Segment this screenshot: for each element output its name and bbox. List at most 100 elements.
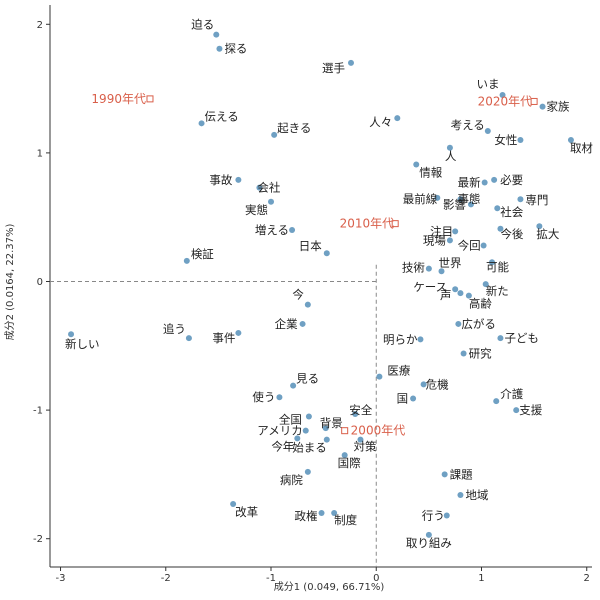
data-point (183, 257, 190, 264)
point-label: 起きる (277, 121, 311, 135)
point-label: 選手 (322, 61, 345, 75)
point-label: 最前線 (403, 192, 438, 206)
point-label: 医療 (387, 364, 410, 378)
data-point (299, 320, 306, 327)
point-label: 政権 (295, 509, 318, 523)
data-point (294, 435, 301, 442)
point-label: 始まる (292, 441, 327, 455)
point-label: 技術 (402, 261, 425, 275)
point-label: 新しい (65, 337, 100, 351)
data-point (494, 205, 501, 212)
data-point (452, 286, 459, 293)
y-tick-label: -1 (33, 406, 43, 417)
data-point (452, 228, 459, 235)
point-label: 専門 (525, 193, 548, 207)
data-point (493, 398, 500, 405)
data-point (331, 509, 338, 516)
y-tick-label: 0 (37, 277, 43, 288)
data-point (322, 425, 329, 432)
data-point (352, 410, 359, 417)
point-label: 伝える (205, 109, 239, 123)
data-point (357, 436, 364, 443)
data-point (235, 176, 242, 183)
data-point (304, 301, 311, 308)
point-label: 人々 (369, 115, 392, 129)
data-point (235, 329, 242, 336)
data-point (198, 120, 205, 127)
point-label: 社会 (500, 205, 523, 219)
point-label: 注目 (430, 224, 453, 238)
supplementary-marker (146, 95, 154, 103)
point-label: 迫る (191, 18, 214, 32)
data-point (517, 196, 524, 203)
data-point (323, 436, 330, 443)
data-point (271, 131, 278, 138)
data-point (484, 128, 491, 135)
point-label: 今 (292, 288, 304, 302)
point-label: アメリカ (257, 424, 302, 438)
point-label: 改革 (235, 505, 258, 519)
point-label: 拡大 (536, 227, 559, 241)
data-point (413, 161, 420, 168)
data-point (455, 320, 462, 327)
data-point (323, 250, 330, 257)
point-label: 対策 (353, 440, 376, 454)
data-point (68, 331, 75, 338)
point-label: 見る (296, 372, 319, 386)
supplementary-marker (391, 220, 399, 228)
x-tick-label: 2 (584, 573, 590, 584)
point-label: 今後 (500, 227, 523, 241)
point-labels: 迫る探る選手伝える起きる 人々いま家族考える女性取材人情報必要最新事故会社最前線事… (65, 18, 593, 550)
supplementary-label: 1990年代 (91, 92, 146, 106)
data-point (417, 336, 424, 343)
point-label: 危機 (426, 377, 449, 391)
data-point (446, 144, 453, 151)
data-point (216, 45, 223, 52)
point-label: 高齢 (469, 297, 492, 311)
data-point (341, 452, 348, 459)
data-point (460, 350, 467, 357)
data-point (539, 103, 546, 110)
data-points (68, 31, 574, 538)
point-label: 取材 (570, 141, 593, 155)
supplementary-marker (341, 427, 349, 435)
point-label: 今回 (458, 238, 481, 252)
data-point (305, 413, 312, 420)
y-axis-title: 成分2 (0.0164, 22.37%) (4, 223, 16, 340)
point-label: 家族 (547, 100, 570, 114)
data-point (480, 242, 487, 249)
supplementary-marker (530, 97, 538, 105)
data-point (517, 137, 524, 144)
point-label: 増える (255, 223, 289, 237)
data-point (482, 281, 489, 288)
data-point (567, 137, 574, 144)
data-point (318, 509, 325, 516)
data-point (441, 471, 448, 478)
point-label: 国 (397, 392, 409, 406)
point-label: 支援 (519, 403, 542, 417)
point-label: 研究 (469, 347, 492, 361)
point-label: 課題 (450, 467, 473, 481)
data-point (438, 268, 445, 275)
data-point (213, 31, 220, 38)
point-label: 可能 (486, 260, 509, 274)
point-label: 影響 (443, 197, 466, 211)
x-tick-label: -2 (161, 573, 171, 584)
point-label: ケース (413, 280, 447, 294)
point-label: 新た (486, 284, 509, 298)
point-label: 探る (224, 42, 247, 56)
point-label: 女性 (494, 133, 517, 147)
data-point (289, 227, 296, 234)
point-label: 考える (451, 118, 485, 132)
data-point (276, 394, 283, 401)
data-point (185, 335, 192, 342)
data-point (489, 259, 496, 266)
point-label: 日本 (299, 239, 322, 253)
data-point (410, 395, 417, 402)
data-point (457, 290, 464, 297)
point-label: 企業 (275, 317, 298, 331)
data-point (491, 176, 498, 183)
data-point (443, 512, 450, 519)
data-point (425, 265, 432, 272)
data-point (304, 468, 311, 475)
